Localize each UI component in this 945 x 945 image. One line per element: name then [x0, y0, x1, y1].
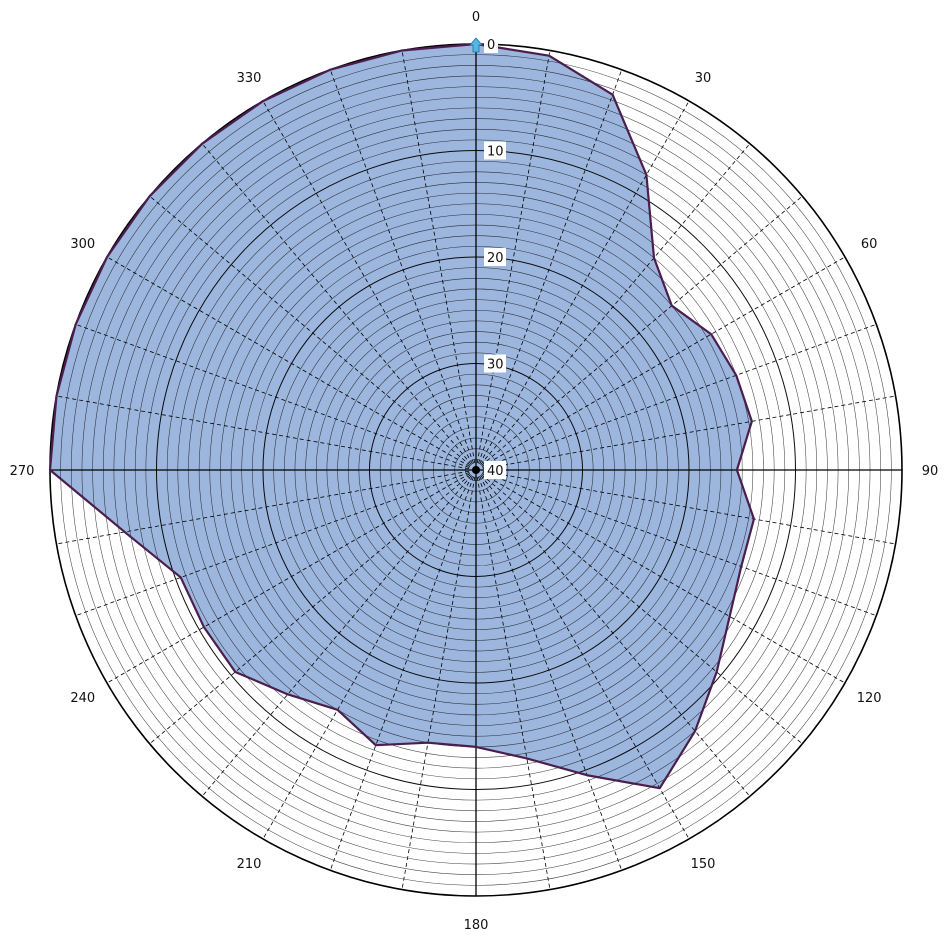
dashed-spoke — [75, 469, 477, 617]
radial-tick-label: 40 — [487, 464, 504, 479]
dashed-spoke — [106, 256, 477, 471]
dashed-spoke — [475, 469, 846, 684]
angle-tick-label: 210 — [237, 857, 262, 872]
angle-tick-label: 60 — [861, 237, 878, 252]
radial-tick-label: 30 — [487, 358, 504, 373]
radial-tick-label-bg — [484, 141, 506, 160]
dashed-spoke — [401, 469, 477, 890]
dashed-spoke — [475, 469, 751, 797]
dashed-spoke — [149, 195, 477, 471]
dashed-spoke — [262, 469, 477, 840]
angle-tick-label: 120 — [857, 691, 882, 706]
angle-tick-label: 150 — [691, 857, 716, 872]
dashed-spoke — [262, 100, 477, 471]
angle-tick-label: 240 — [70, 691, 95, 706]
radial-tick-label-bg — [484, 354, 506, 373]
dashed-spoke — [329, 69, 477, 471]
dashed-spoke — [106, 469, 477, 684]
dashed-spoke — [475, 395, 896, 471]
dashed-spoke — [475, 469, 877, 617]
dashed-spoke — [56, 469, 477, 545]
angle-tick-label: 30 — [695, 71, 712, 86]
radial-tick-labels: 0 10 20 30 40 — [484, 35, 506, 479]
dashed-spoke — [475, 469, 623, 871]
dashed-spoke — [475, 100, 690, 471]
angle-tick-label: 180 — [464, 918, 489, 933]
dashed-spoke — [75, 323, 477, 471]
data-area-layer — [50, 44, 754, 789]
radial-tick-label: 20 — [487, 251, 504, 266]
dashed-spoke — [475, 469, 803, 745]
radial-tick-label-bg — [484, 35, 498, 53]
data-outline — [48, 42, 756, 790]
dashed-spoke — [475, 323, 877, 471]
angle-tick-label: 270 — [10, 464, 35, 479]
dashed-spoke — [401, 50, 477, 471]
marker-layer — [469, 37, 483, 53]
angular-spokes — [50, 44, 902, 896]
radial-tick-label: 10 — [487, 145, 504, 160]
data-outline-layer — [48, 42, 756, 790]
dashed-spoke — [475, 256, 846, 471]
dashed-spoke — [475, 143, 751, 471]
dashed-spoke — [475, 469, 551, 890]
dashed-spoke — [329, 469, 477, 871]
dashed-spoke — [475, 50, 551, 471]
dashed-spoke — [149, 469, 477, 745]
dashed-spoke — [475, 469, 690, 840]
angle-tick-label: 0 — [472, 10, 480, 25]
angle-tick-label: 300 — [70, 237, 95, 252]
dashed-spoke — [475, 469, 896, 545]
angle-tick-label: 90 — [922, 464, 939, 479]
dashed-spoke — [56, 395, 477, 471]
dashed-spoke — [201, 143, 477, 471]
dashed-spoke — [475, 195, 803, 471]
dashed-spoke — [201, 469, 477, 797]
point-marker — [469, 37, 483, 53]
angle-tick-label: 330 — [237, 71, 262, 86]
radial-tick-label: 0 — [487, 38, 495, 53]
radial-tick-label-bg — [484, 248, 506, 266]
radial-tick-label-bg — [484, 461, 506, 479]
dashed-spoke — [475, 69, 623, 471]
data-area — [50, 44, 754, 789]
